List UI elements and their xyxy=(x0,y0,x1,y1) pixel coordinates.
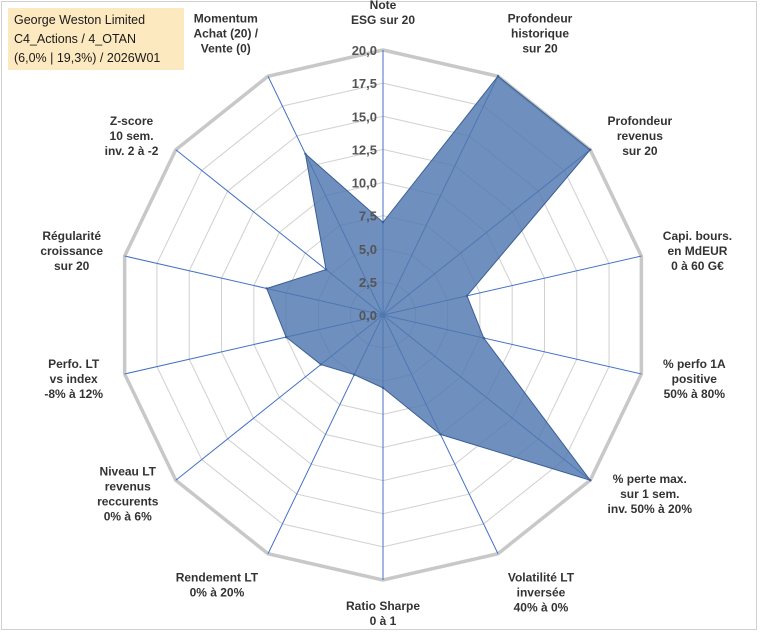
data-point-11 xyxy=(265,287,268,290)
category-label-4: % perfo 1A positive 50% à 80% xyxy=(663,357,726,401)
company-name: George Weston Limited xyxy=(14,13,146,27)
data-point-3 xyxy=(465,294,469,298)
category-label-10: Perfo. LT vs index -8% à 12% xyxy=(44,357,103,401)
category-label-5: % perte max. sur 1 sem. inv. 50% à 20% xyxy=(608,472,693,516)
category-label-11: Régularité croissance sur 20 xyxy=(40,229,103,273)
chart-title-box: George Weston Limited C4_Actions / 4_OTA… xyxy=(8,8,184,70)
data-point-0 xyxy=(381,221,385,224)
category-label-8: Rendement LT 0% à 20% xyxy=(176,571,259,600)
performance-label: (6,0% | 19,3%) / 2026W01 xyxy=(14,51,161,65)
category-label-2: Profondeur revenus sur 20 xyxy=(608,114,673,158)
category-label-1: Profondeur historique sur 20 xyxy=(508,11,573,55)
tick-label-6: 15,0 xyxy=(352,109,377,124)
data-point-12 xyxy=(324,268,328,271)
data-point-6 xyxy=(439,433,442,436)
category-label-13: Momentum Achat (20) / Vente (0) xyxy=(193,11,258,55)
tick-label-4: 10,0 xyxy=(352,176,377,191)
category-label-3: Capi. bours. en MdEUR 0 à 60 G€ xyxy=(663,229,732,273)
data-series-area xyxy=(266,75,592,482)
category-label-9: Niveau LT revenus reccurents 0% à 6% xyxy=(97,464,159,523)
category-label-7: Ratio Sharpe 0 à 1 xyxy=(346,599,420,628)
tick-label-2: 5,0 xyxy=(359,242,377,257)
data-point-1 xyxy=(496,75,500,78)
tick-label-8: 20,0 xyxy=(352,43,377,58)
tick-label-7: 17,5 xyxy=(352,76,377,91)
data-point-2 xyxy=(588,148,592,151)
category-label-12: Z-score 10 sem. inv. 2 à -2 xyxy=(105,114,159,158)
tick-label-1: 2,5 xyxy=(359,275,377,290)
category-label-0: Note ESG sur 20 xyxy=(351,0,415,27)
data-point-13 xyxy=(304,152,307,156)
data-point-5 xyxy=(588,479,592,482)
data-point-9 xyxy=(319,363,323,366)
category-label-6: Volatilité LT inversée 40% à 0% xyxy=(508,571,575,615)
portfolio-label: C4_Actions / 4_OTAN xyxy=(14,32,137,46)
data-point-10 xyxy=(284,335,288,339)
data-point-8 xyxy=(353,373,356,376)
tick-label-5: 12,5 xyxy=(352,142,377,157)
data-point-7 xyxy=(381,386,385,390)
tick-label-0: 0,0 xyxy=(359,308,377,323)
tick-label-3: 7,5 xyxy=(359,209,377,224)
data-point-4 xyxy=(482,336,485,340)
